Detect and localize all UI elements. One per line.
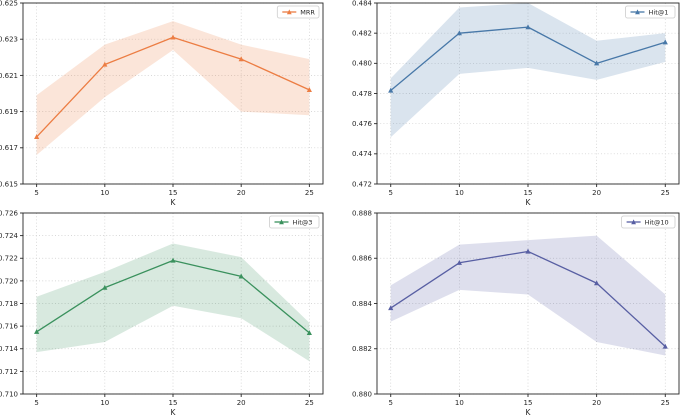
x-tick-label: 15 <box>524 189 533 197</box>
y-tick-label: 0.482 <box>352 30 372 38</box>
x-tick-label: 15 <box>169 399 178 407</box>
data-point-marker <box>34 134 40 140</box>
x-axis-label: K <box>171 198 177 207</box>
legend-marker-icon <box>279 219 284 225</box>
data-point-marker <box>170 257 176 263</box>
x-tick-label: 15 <box>169 189 178 197</box>
y-tick-label: 0.621 <box>0 72 18 80</box>
y-tick-label: 0.882 <box>352 345 372 353</box>
y-tick-label: 0.724 <box>0 232 19 240</box>
x-tick-label: 20 <box>592 189 601 197</box>
legend-label: Hit@10 <box>645 219 669 227</box>
y-tick-label: 0.623 <box>0 36 18 44</box>
data-point-marker <box>525 24 531 30</box>
subplot-mrr: 5 10 15 20 25 0.615 0.617 0.619 0.621 0.623 0.625 K… <box>0 0 342 210</box>
x-axis-label: K <box>526 198 532 207</box>
hit-at-10-chart-canvas: 5 10 15 20 25 0.880 0.882 0.884 0.886 0.888 K Hit@1… <box>352 210 680 417</box>
y-tick-label: 0.716 <box>0 323 19 331</box>
data-point-marker <box>594 280 600 286</box>
y-tick-label: 0.720 <box>0 277 18 285</box>
data-point-marker <box>102 284 108 290</box>
y-tick-label: 0.472 <box>352 180 372 188</box>
confidence-band <box>390 235 666 356</box>
y-tick-label: 0.474 <box>352 150 373 158</box>
data-point-marker <box>170 34 176 40</box>
y-tick-label: 0.714 <box>0 345 19 353</box>
legend-label: MRR <box>300 9 315 17</box>
y-tick-label: 0.722 <box>0 255 18 263</box>
y-tick-label: 0.615 <box>0 180 18 188</box>
x-axis-label: K <box>171 408 177 417</box>
x-tick-label: 10 <box>455 399 464 407</box>
y-tick-label: 0.619 <box>0 108 18 116</box>
y-tick-label: 0.886 <box>352 255 373 263</box>
x-tick-label: 25 <box>305 399 314 407</box>
y-tick-label: 0.625 <box>0 0 18 7</box>
legend-marker-icon <box>635 9 640 15</box>
data-point-marker <box>34 328 40 334</box>
x-tick-label: 10 <box>455 189 464 197</box>
y-tick-label: 0.888 <box>352 210 372 217</box>
data-point-marker <box>102 61 108 67</box>
y-tick-label: 0.617 <box>0 144 18 152</box>
legend-box <box>276 5 320 19</box>
subplot-hit-at-10: 5 10 15 20 25 0.880 0.882 0.884 0.886 0.888 K Hit@1… <box>342 210 685 420</box>
legend-label: Hit@3 <box>293 219 313 227</box>
hit-at-3-chart-canvas: 5 10 15 20 25 0.710 0.712 0.714 0.716 0.718 0.720 0… <box>0 210 324 417</box>
confidence-band <box>390 3 666 138</box>
data-point-marker <box>238 56 244 62</box>
data-point-marker <box>662 343 668 349</box>
x-tick-label: 10 <box>100 399 109 407</box>
y-tick-label: 0.484 <box>352 0 373 7</box>
hit-at-1-chart-canvas: 5 10 15 20 25 0.472 0.474 0.476 0.478 0.480 0.482 0… <box>352 0 680 207</box>
data-point-marker <box>594 60 600 66</box>
x-tick-label: 25 <box>305 189 314 197</box>
y-tick-label: 0.478 <box>352 90 372 98</box>
y-tick-label: 0.476 <box>352 120 373 128</box>
x-tick-label: 15 <box>524 399 533 407</box>
x-axis-label: K <box>526 408 532 417</box>
y-tick-label: 0.884 <box>352 300 373 308</box>
mrr-chart-canvas: 5 10 15 20 25 0.615 0.617 0.619 0.621 0.623 0.625 K… <box>0 0 324 207</box>
subplot-hit-at-3: 5 10 15 20 25 0.710 0.712 0.714 0.716 0.718 0.720 0… <box>0 210 342 420</box>
y-tick-label: 0.718 <box>0 300 18 308</box>
legend-marker-icon <box>631 219 636 225</box>
x-tick-label: 5 <box>388 189 392 197</box>
y-tick-label: 0.880 <box>352 390 372 398</box>
x-tick-label: 20 <box>592 399 601 407</box>
x-tick-label: 5 <box>34 189 38 197</box>
y-tick-label: 0.480 <box>352 60 372 68</box>
legend-label: Hit@1 <box>649 9 669 17</box>
y-tick-label: 0.710 <box>0 390 18 398</box>
confidence-band <box>36 243 310 362</box>
x-tick-label: 25 <box>661 189 670 197</box>
subplot-hit-at-1: 5 10 15 20 25 0.472 0.474 0.476 0.478 0.480 0.482 0… <box>342 0 685 210</box>
confidence-band <box>36 21 310 156</box>
x-tick-label: 20 <box>237 399 246 407</box>
x-tick-label: 10 <box>100 189 109 197</box>
data-point-marker <box>306 330 312 336</box>
legend-marker-icon <box>286 9 292 15</box>
data-point-marker <box>388 305 394 311</box>
legend-box <box>625 5 676 19</box>
data-point-marker <box>306 87 312 92</box>
data-point-marker <box>388 87 394 93</box>
data-point-marker <box>238 273 244 279</box>
x-tick-label: 5 <box>388 399 392 407</box>
y-tick-label: 0.712 <box>0 368 18 376</box>
legend-box <box>269 215 320 229</box>
y-tick-label: 0.726 <box>0 210 19 217</box>
legend-box <box>621 215 676 229</box>
data-point-marker <box>456 30 462 36</box>
x-tick-label: 20 <box>237 189 246 197</box>
x-tick-label: 25 <box>661 399 670 407</box>
data-point-marker <box>662 39 668 45</box>
x-tick-label: 5 <box>34 399 38 407</box>
data-point-marker <box>525 248 531 254</box>
data-point-marker <box>456 259 462 265</box>
